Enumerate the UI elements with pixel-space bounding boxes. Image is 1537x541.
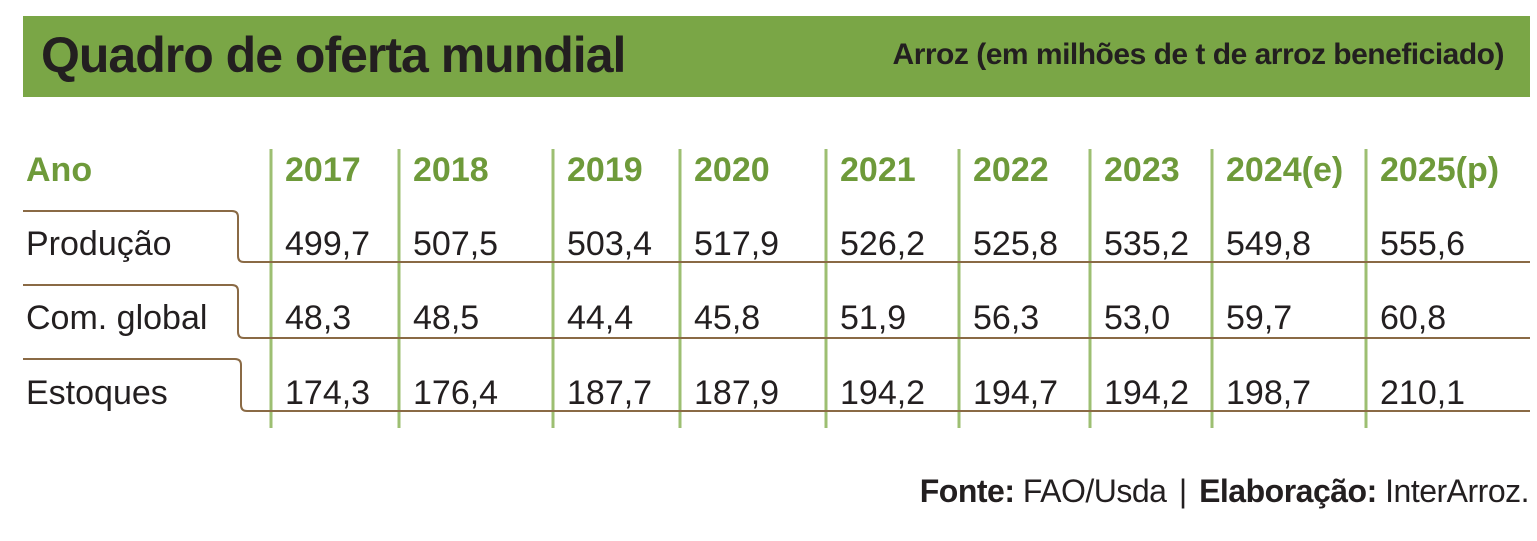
column-header: 2023 [1104, 151, 1180, 189]
table-cell: 194,2 [1104, 374, 1189, 412]
table-cell: 549,8 [1226, 225, 1311, 263]
table-cell: 53,0 [1104, 299, 1170, 337]
row-divider [23, 358, 1530, 412]
table-cell: 535,2 [1104, 225, 1189, 263]
table-cell: 176,4 [413, 374, 498, 412]
source-label: Fonte: [919, 473, 1015, 509]
column-header: 2018 [413, 151, 489, 189]
table-cell: 526,2 [840, 225, 925, 263]
table-cell: 51,9 [840, 299, 906, 337]
table-cell: 187,9 [694, 374, 779, 412]
table-grid [269, 149, 1368, 428]
table-cell: 194,7 [973, 374, 1058, 412]
table-cell: 507,5 [413, 225, 498, 263]
table-cell: 210,1 [1380, 374, 1465, 412]
page-title: Quadro de oferta mundial [41, 27, 626, 83]
source-separator: | [1178, 473, 1187, 509]
source-note: Fonte: FAO/Usda | Elaboração: InterArroz… [919, 473, 1530, 510]
table-cell: 56,3 [973, 299, 1039, 337]
column-header: 2021 [840, 151, 916, 189]
table-cell: 555,6 [1380, 225, 1465, 263]
column-header: 2025(p) [1380, 151, 1499, 189]
table-cell: 174,3 [285, 374, 370, 412]
table-cell: 48,5 [413, 299, 479, 337]
row-divider [23, 210, 1530, 263]
column-header: 2022 [973, 151, 1049, 189]
table-cell: 503,4 [567, 225, 652, 263]
title-banner: Quadro de oferta mundial Arroz (em milhõ… [23, 16, 1530, 97]
column-header: 2020 [694, 151, 770, 189]
column-header: 2024(e) [1226, 151, 1343, 189]
table-cell: 45,8 [694, 299, 760, 337]
page-subtitle: Arroz (em milhões de t de arroz benefici… [892, 38, 1505, 71]
row-label: Estoques [26, 374, 168, 412]
row-divider [23, 284, 1530, 339]
table-cell: 525,8 [973, 225, 1058, 263]
table-row-dividers [23, 210, 1530, 412]
row-header-label: Ano [26, 151, 92, 189]
table-cell: 44,4 [567, 299, 633, 337]
credit-value: InterArroz. [1385, 473, 1529, 509]
table-cell: 59,7 [1226, 299, 1292, 337]
table-cell: 187,7 [567, 374, 652, 412]
table-cell: 48,3 [285, 299, 351, 337]
credit-label: Elaboração: [1199, 473, 1377, 509]
table-cell: 499,7 [285, 225, 370, 263]
table-body: Produção 499,7 507,5 503,4 517,9 526,2 525,8 53… [26, 225, 1465, 412]
row-label: Produção [26, 225, 172, 263]
column-header: 2019 [567, 151, 643, 189]
table-cell: 60,8 [1380, 299, 1446, 337]
table-cell: 194,2 [840, 374, 925, 412]
table-header-row: Ano 2017 2018 2019 2020 2021 2022 2023 2024(e) 20… [26, 151, 1499, 189]
source-value: FAO/Usda [1022, 473, 1167, 509]
table-cell: 517,9 [694, 225, 779, 263]
row-label: Com. global [26, 299, 207, 337]
table-cell: 198,7 [1226, 374, 1311, 412]
column-header: 2017 [285, 151, 361, 189]
